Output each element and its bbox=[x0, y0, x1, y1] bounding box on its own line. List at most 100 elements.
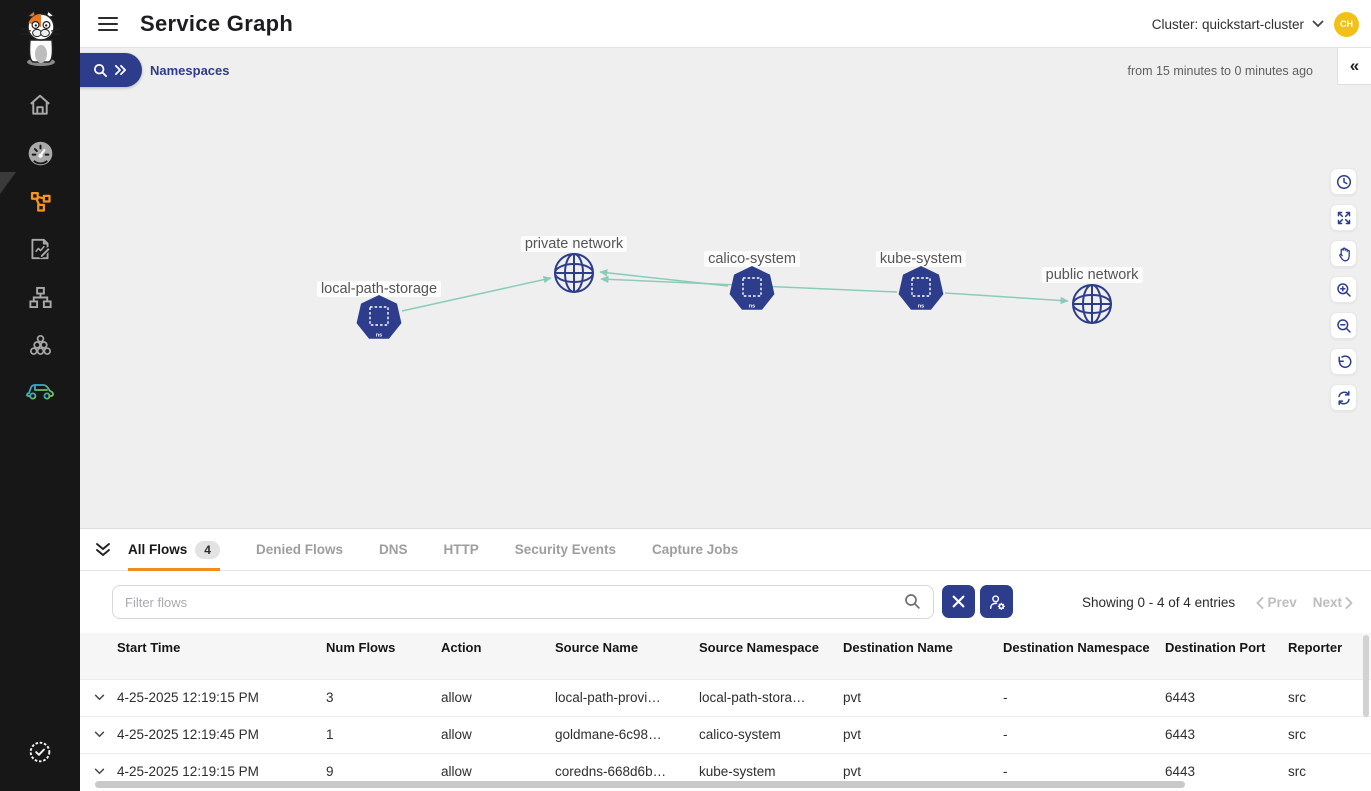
expander-header bbox=[80, 633, 117, 679]
flow-settings-button[interactable] bbox=[980, 585, 1013, 618]
top-header: Service Graph Cluster: quickstart-cluste… bbox=[80, 0, 1371, 48]
home-icon bbox=[27, 92, 53, 118]
graph-toolbar bbox=[1330, 168, 1357, 411]
zoom-out-button[interactable] bbox=[1330, 312, 1357, 339]
filter-flows-input[interactable] bbox=[112, 585, 934, 619]
clear-filter-button[interactable] bbox=[942, 585, 975, 618]
table-header-row: Start Time Num Flows Action Source Name … bbox=[80, 633, 1371, 679]
active-item-wedge bbox=[0, 172, 16, 194]
graph-node-label[interactable]: calico-system bbox=[704, 251, 800, 267]
fit-to-screen-button[interactable] bbox=[1330, 204, 1357, 231]
pan-button[interactable] bbox=[1330, 240, 1357, 267]
clock-icon bbox=[1336, 174, 1351, 189]
tab-security-events[interactable]: Security Events bbox=[514, 542, 617, 557]
collapse-panel-icon[interactable] bbox=[94, 542, 112, 558]
car-icon bbox=[25, 379, 55, 403]
showing-entries-label: Showing 0 - 4 of 4 entries bbox=[1082, 595, 1236, 610]
flows-tabs: All Flows 4 Denied Flows DNS HTTP Securi… bbox=[80, 529, 1371, 571]
reset-view-button[interactable] bbox=[1330, 348, 1357, 375]
zoom-out-icon bbox=[1336, 318, 1351, 333]
sidebar-item-drive[interactable] bbox=[0, 368, 80, 414]
chevron-left-icon bbox=[1256, 596, 1264, 609]
row-expander-icon[interactable] bbox=[94, 731, 109, 738]
svg-text:ns: ns bbox=[749, 304, 755, 310]
vertical-scrollbar[interactable] bbox=[1363, 635, 1369, 717]
hamburger-menu-icon[interactable] bbox=[98, 16, 118, 32]
flows-table: Start Time Num Flows Action Source Name … bbox=[80, 633, 1371, 790]
tab-dns[interactable]: DNS bbox=[378, 542, 408, 557]
col-destination-port[interactable]: Destination Port bbox=[1165, 633, 1288, 679]
col-action[interactable]: Action bbox=[441, 633, 555, 679]
chevrons-right-icon bbox=[114, 64, 127, 76]
service-graph-canvas[interactable]: local-path-storage ns private network ca… bbox=[80, 92, 1371, 528]
graph-node-calico-system[interactable]: ns bbox=[726, 263, 778, 315]
close-icon bbox=[952, 595, 965, 608]
tab-all-flows[interactable]: All Flows 4 bbox=[128, 529, 220, 571]
table-row[interactable]: 4-25-2025 12:19:15 PM 3 allow local-path… bbox=[80, 678, 1371, 716]
cluster-selector[interactable]: Cluster: quickstart-cluster bbox=[1152, 17, 1324, 32]
tab-capture-jobs[interactable]: Capture Jobs bbox=[652, 542, 739, 557]
col-destination-namespace[interactable]: Destination Namespace bbox=[1003, 633, 1165, 679]
horizontal-scrollbar[interactable] bbox=[95, 781, 1185, 788]
sidebar-item-home[interactable] bbox=[0, 82, 80, 128]
sidebar-item-components[interactable] bbox=[0, 322, 80, 368]
components-icon bbox=[27, 332, 54, 359]
col-destination-name[interactable]: Destination Name bbox=[843, 633, 1003, 679]
col-num-flows[interactable]: Num Flows bbox=[326, 633, 441, 679]
right-panel-toggle[interactable]: « bbox=[1337, 48, 1371, 85]
row-expander-icon[interactable] bbox=[94, 694, 109, 701]
pagination: Prev Next bbox=[1256, 595, 1353, 610]
graph-node-local-path-storage[interactable]: ns bbox=[353, 292, 405, 344]
graph-node-label[interactable]: private network bbox=[520, 236, 628, 252]
refresh-button[interactable] bbox=[1330, 384, 1357, 411]
graph-node-kube-system[interactable]: ns bbox=[895, 263, 947, 315]
tab-http[interactable]: HTTP bbox=[443, 542, 479, 557]
flows-panel: All Flows 4 Denied Flows DNS HTTP Securi… bbox=[80, 528, 1371, 791]
compliance-badge-icon bbox=[27, 739, 53, 765]
graph-subheader: Namespaces from 15 minutes to 0 minutes … bbox=[78, 48, 1371, 92]
prev-button[interactable]: Prev bbox=[1256, 595, 1297, 610]
user-gear-icon bbox=[989, 594, 1005, 610]
table-row[interactable]: 4-25-2025 12:19:45 PM 1 allow goldmane-6… bbox=[80, 715, 1371, 753]
chevron-right-icon bbox=[1345, 596, 1353, 609]
sidebar bbox=[0, 0, 80, 791]
chevron-down-icon bbox=[1312, 20, 1324, 28]
breadcrumb-namespaces[interactable]: Namespaces bbox=[150, 63, 230, 78]
calico-cat-logo[interactable] bbox=[20, 10, 62, 70]
time-settings-button[interactable] bbox=[1330, 168, 1357, 195]
col-source-namespace[interactable]: Source Namespace bbox=[699, 633, 843, 679]
graph-node-label[interactable]: public network bbox=[1041, 267, 1143, 283]
reports-icon bbox=[27, 236, 53, 262]
svg-text:ns: ns bbox=[918, 304, 924, 310]
sidebar-item-compliance[interactable] bbox=[0, 729, 80, 775]
graph-search-pill[interactable] bbox=[78, 53, 142, 87]
cluster-selector-label: Cluster: quickstart-cluster bbox=[1151, 16, 1304, 32]
search-icon bbox=[93, 63, 108, 77]
tab-denied-flows[interactable]: Denied Flows bbox=[255, 542, 343, 557]
time-range-label: from 15 minutes to 0 minutes ago bbox=[1127, 64, 1313, 78]
sidebar-item-dashboard[interactable] bbox=[0, 130, 80, 176]
zoom-in-button[interactable] bbox=[1330, 276, 1357, 303]
graph-node-private-network[interactable] bbox=[552, 251, 596, 295]
all-flows-count-badge: 4 bbox=[195, 540, 220, 559]
col-start-time[interactable]: Start Time bbox=[117, 633, 326, 679]
flows-filter-row: Showing 0 - 4 of 4 entries Prev Next bbox=[80, 571, 1371, 633]
col-source-name[interactable]: Source Name bbox=[555, 633, 699, 679]
avatar[interactable]: CH bbox=[1334, 11, 1359, 37]
hand-icon bbox=[1338, 247, 1350, 261]
sidebar-item-reports[interactable] bbox=[0, 226, 80, 272]
collapse-left-icon: « bbox=[1349, 56, 1360, 75]
graph-node-label[interactable]: kube-system bbox=[875, 251, 967, 267]
row-expander-icon[interactable] bbox=[94, 768, 109, 775]
undo-icon bbox=[1337, 354, 1351, 368]
zoom-in-icon bbox=[1336, 282, 1351, 297]
graph-node-public-network[interactable] bbox=[1070, 282, 1114, 326]
col-reporter[interactable]: Reporter bbox=[1288, 633, 1371, 679]
sidebar-item-service-graph[interactable] bbox=[0, 178, 80, 224]
dashboard-icon bbox=[27, 140, 54, 167]
next-button[interactable]: Next bbox=[1313, 595, 1353, 610]
expand-icon bbox=[1337, 211, 1350, 224]
graph-node-label[interactable]: local-path-storage bbox=[316, 281, 442, 297]
sidebar-item-network[interactable] bbox=[0, 274, 80, 320]
